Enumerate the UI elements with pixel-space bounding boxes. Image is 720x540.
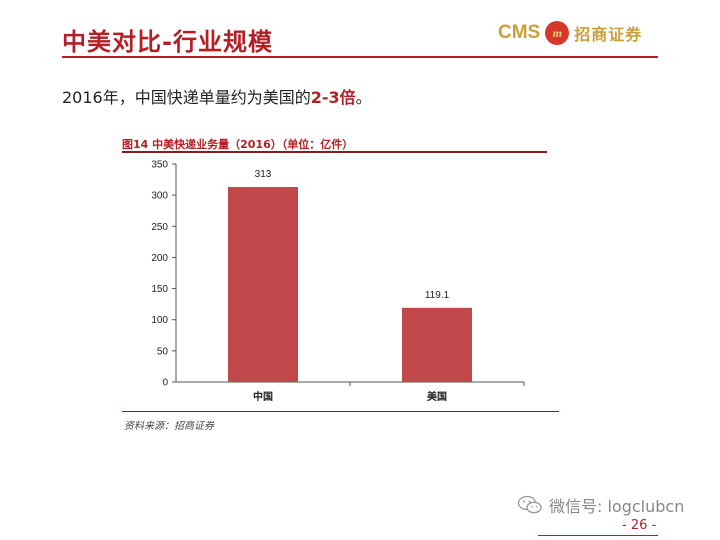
logo-emblem-icon: m [545,21,570,45]
data-label: 119.1 [425,290,450,301]
logo-company-name: 招商证券 [574,25,643,44]
cms-logo: CMS m 招商证券 [498,20,642,46]
y-tick-label: 350 [151,160,168,171]
y-tick-label: 250 [151,222,168,233]
y-tick-label: 0 [162,378,168,389]
bar-chart: 0 50 100 150 200 250 300 350 313 中国 119.1 美国 [151,160,525,403]
logo-cms-text: CMS [498,22,541,43]
x-category-label: 中国 [253,390,273,403]
bar-美国 [402,307,472,382]
data-label: 313 [255,169,272,180]
y-tick-label: 150 [151,284,168,295]
figure-bottom-divider [122,411,559,412]
subtitle-text: 2016年，中国快递单量约为美国的 [62,88,311,107]
y-tick-label: 50 [157,346,169,357]
slide-subtitle: 2016年，中国快递单量约为美国的2-3倍。 [62,84,372,108]
x-category-label: 美国 [427,390,447,403]
page-number: - 26 - [622,518,657,533]
title-divider [62,56,658,58]
figure-title-divider [122,151,547,153]
subtitle-end: 。 [355,88,372,107]
wechat-icon [517,495,542,514]
page-number-underline [538,535,658,536]
slide-title: 中美对比-行业规模 [62,28,273,56]
wechat-watermark: 微信号: logclubcn [517,493,684,517]
y-tick-label: 200 [151,253,168,264]
y-tick-label: 100 [151,315,168,326]
y-tick-label: 300 [151,191,168,202]
bar-中国 [228,187,298,382]
wechat-id-text: 微信号: logclubcn [549,497,685,516]
subtitle-highlight: 2-3倍 [310,88,356,107]
figure-source: 资料来源：招商证券 [124,421,214,432]
figure-title: 图14 中美快递业务量（2016）（单位：亿件） [122,138,354,151]
